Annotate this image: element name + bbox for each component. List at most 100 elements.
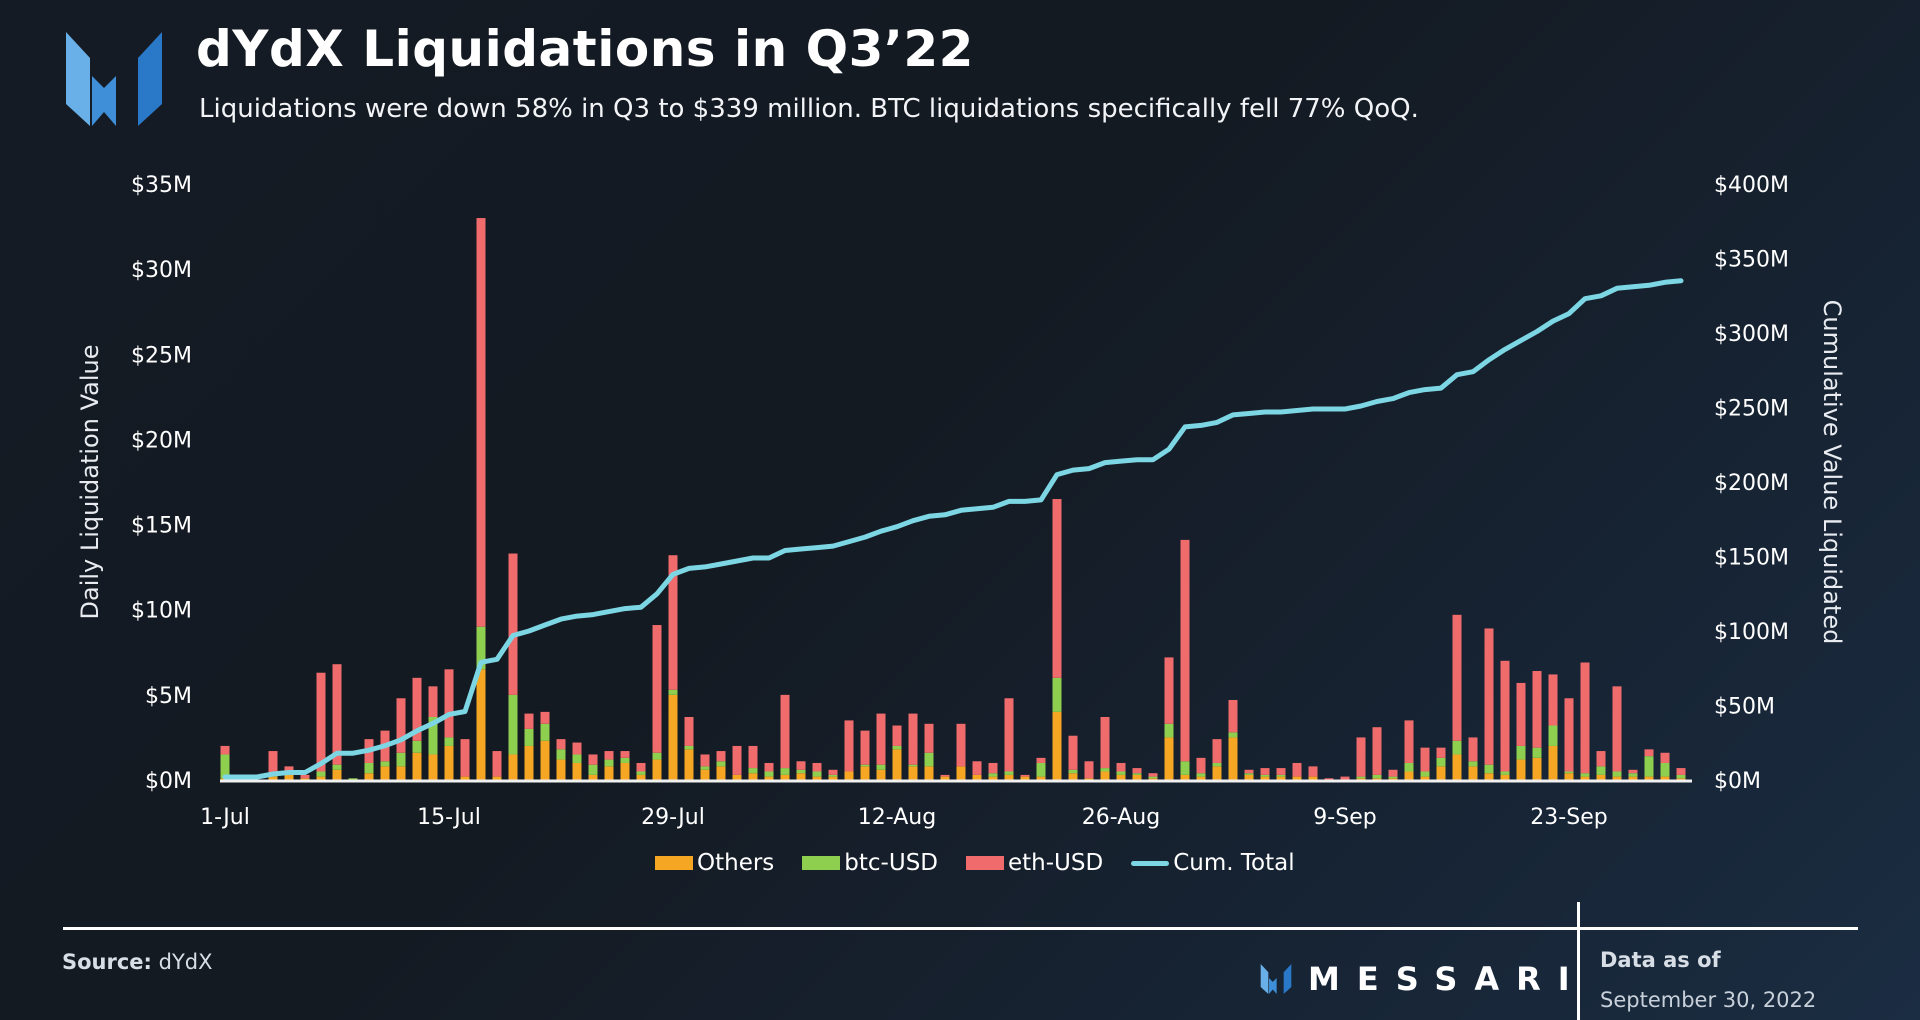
- bar-eth: [1100, 716, 1110, 769]
- bar-eth: [316, 672, 326, 772]
- bar-eth: [972, 761, 982, 775]
- bar-eth: [1436, 747, 1446, 758]
- bar-eth: [476, 218, 486, 627]
- bar-btc: [812, 771, 822, 777]
- bar-others: [412, 752, 422, 780]
- bar-btc: [1484, 764, 1494, 774]
- bar-eth: [1644, 749, 1654, 757]
- bar-btc: [1532, 747, 1542, 758]
- bar-others: [1596, 774, 1606, 780]
- bar-btc: [620, 757, 630, 763]
- y-axis-title: Daily Liquidation Value: [76, 345, 104, 620]
- bar-eth: [700, 754, 710, 767]
- bar-others: [396, 766, 406, 780]
- bar-series: [220, 218, 1686, 780]
- bar-eth: [684, 716, 694, 746]
- bar-others: [1452, 754, 1462, 780]
- y-tick-label: $20M: [131, 428, 192, 453]
- bar-eth: [1212, 739, 1222, 763]
- bar-eth: [796, 761, 806, 770]
- bar-eth: [540, 711, 550, 724]
- bar-btc: [988, 773, 998, 777]
- bar-btc: [668, 689, 678, 695]
- bar-others: [1212, 766, 1222, 780]
- bar-eth: [1052, 499, 1062, 678]
- bar-others: [956, 766, 966, 780]
- bar-others: [940, 776, 950, 780]
- bar-eth: [892, 725, 902, 746]
- bar-btc: [1036, 762, 1046, 777]
- bar-eth: [1004, 698, 1014, 772]
- bar-others: [1548, 745, 1558, 780]
- bar-btc: [316, 771, 326, 777]
- bar-eth: [956, 723, 966, 767]
- bar-others: [1228, 737, 1238, 780]
- bar-others: [284, 774, 294, 780]
- bar-eth: [812, 762, 822, 772]
- bar-eth: [1388, 769, 1398, 777]
- bar-btc: [1260, 774, 1270, 777]
- legend-item-others: Others: [655, 850, 774, 876]
- bar-eth: [1324, 778, 1334, 780]
- bar-btc: [380, 761, 390, 767]
- bar-eth: [1084, 761, 1094, 779]
- y2-tick-label: $0M: [1714, 769, 1761, 794]
- bar-others: [684, 749, 694, 780]
- x-axis-ticks: 1-Jul 15-Jul 29-Jul 12-Aug 26-Aug 9-Sep 23-Sep: [200, 805, 1608, 830]
- bar-eth: [1228, 699, 1238, 733]
- bar-eth: [1276, 768, 1286, 775]
- bar-eth: [1196, 757, 1206, 774]
- right-axis-ticks: $0M $50M $100M $150M $200M $250M $300M $350M $40…: [1714, 173, 1789, 794]
- bar-btc: [1052, 677, 1062, 712]
- bar-others: [1020, 776, 1030, 780]
- bar-others: [1404, 771, 1414, 780]
- legend-label-cum: Cum. Total: [1173, 850, 1295, 876]
- bar-others: [812, 776, 822, 780]
- bar-eth: [1452, 614, 1462, 741]
- bar-btc: [1276, 774, 1286, 777]
- bar-others: [268, 776, 278, 780]
- bar-others: [1308, 776, 1318, 780]
- bar-others: [780, 774, 790, 780]
- bar-others: [1244, 774, 1254, 780]
- bar-btc: [908, 764, 918, 767]
- bar-eth: [1580, 662, 1590, 774]
- legend-label-btc: btc-USD: [844, 850, 939, 876]
- bar-others: [588, 774, 598, 780]
- messari-small-logo-icon: [1260, 964, 1292, 994]
- bar-eth: [748, 745, 758, 769]
- bar-others: [572, 762, 582, 780]
- bar-others: [668, 694, 678, 780]
- bar-others: [620, 762, 630, 780]
- y-tick-label: $0M: [145, 769, 192, 794]
- bar-others: [1276, 776, 1286, 780]
- bar-others: [892, 749, 902, 780]
- bar-eth: [1244, 769, 1254, 774]
- bar-btc: [476, 626, 486, 670]
- y2-tick-label: $200M: [1714, 471, 1789, 496]
- bar-btc: [1132, 773, 1142, 775]
- bar-eth: [1612, 686, 1622, 772]
- y2-tick-label: $50M: [1714, 695, 1775, 720]
- bar-eth: [908, 713, 918, 765]
- bar-btc: [1068, 769, 1078, 774]
- bar-eth: [1020, 774, 1030, 777]
- bar-btc: [652, 752, 662, 760]
- bar-btc: [764, 771, 774, 777]
- bar-eth: [1676, 768, 1686, 775]
- bar-eth: [428, 686, 438, 717]
- bar-eth: [1548, 674, 1558, 726]
- page-title: dYdX Liquidations in Q3’22: [196, 20, 974, 78]
- bar-eth: [1372, 727, 1382, 775]
- bar-btc: [1244, 773, 1254, 775]
- bar-btc: [508, 694, 518, 755]
- bar-eth: [268, 751, 278, 774]
- bar-btc: [1372, 774, 1382, 779]
- bar-eth: [1260, 768, 1270, 775]
- bar-btc: [412, 740, 422, 753]
- x-tick-label: 9-Sep: [1313, 805, 1376, 830]
- bar-btc: [684, 745, 694, 750]
- bar-eth: [668, 555, 678, 690]
- legend-swatch-cum: [1131, 860, 1170, 866]
- bar-eth: [300, 774, 310, 779]
